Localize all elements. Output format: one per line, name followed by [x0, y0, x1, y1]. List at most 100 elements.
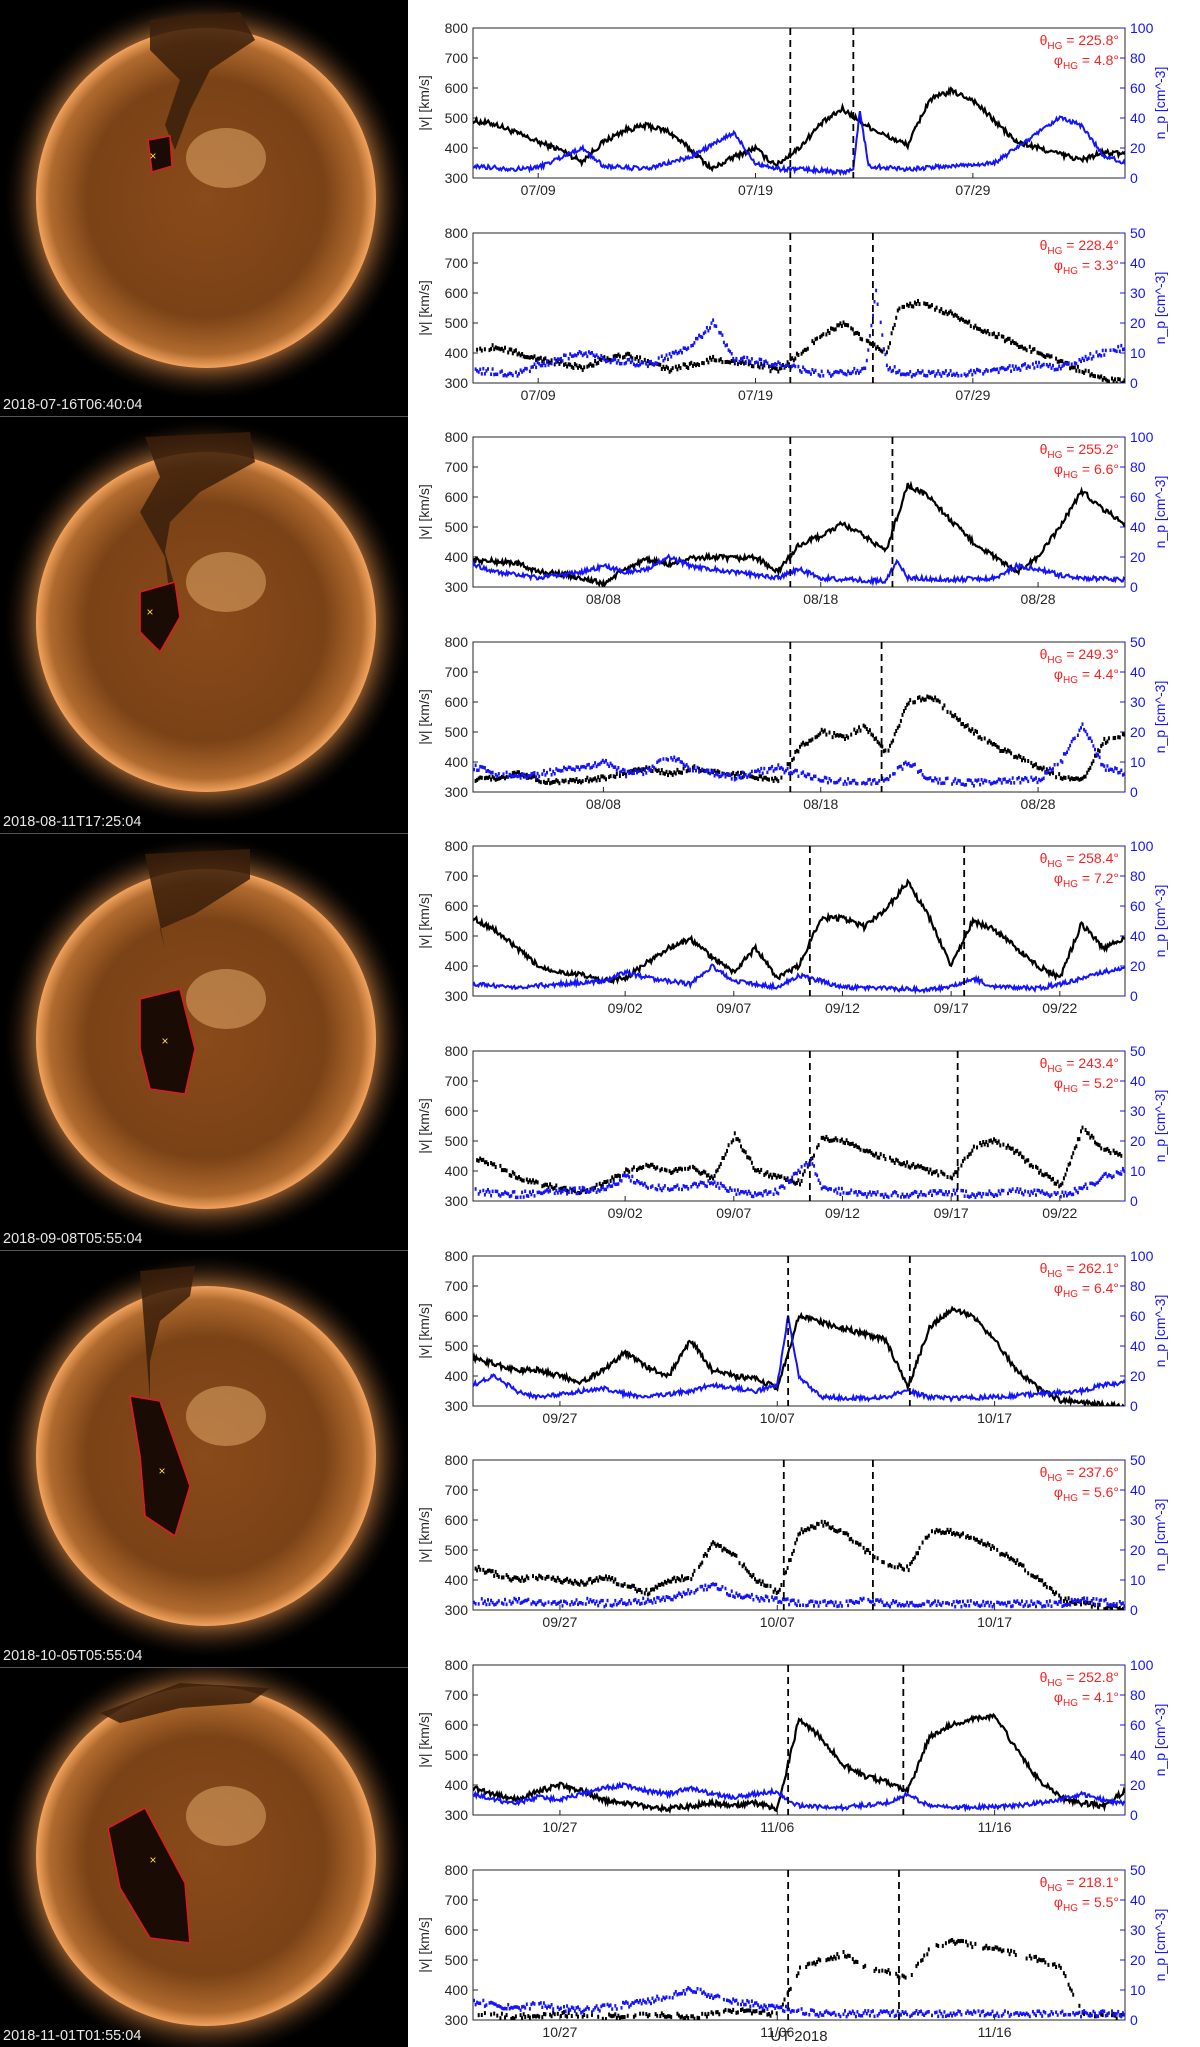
density-point [991, 1604, 994, 1609]
density-point [663, 1184, 666, 1188]
density-point [862, 1192, 865, 1197]
density-point [898, 1602, 901, 1606]
density-point [797, 2008, 800, 2012]
density-point [676, 757, 679, 762]
speed-point [797, 353, 800, 357]
speed-point [499, 2016, 502, 2020]
speed-point [771, 2010, 774, 2015]
density-point [695, 1182, 697, 1186]
density-point [499, 1194, 502, 1198]
speed-point [609, 358, 612, 362]
density-point [917, 369, 919, 373]
speed-point [691, 363, 694, 368]
speed-point [536, 2013, 539, 2018]
speed-point [622, 1583, 624, 1588]
speed-point [1053, 1962, 1056, 1967]
density-point [788, 771, 791, 776]
speed-point [598, 357, 601, 362]
density-point [1080, 1598, 1082, 1603]
density-point [788, 364, 791, 369]
density-point [539, 2001, 542, 2005]
density-point [993, 367, 995, 371]
speed-point [845, 323, 848, 327]
speed-point [614, 1173, 617, 1178]
density-point [552, 1600, 555, 1604]
density-point [1111, 1603, 1113, 1607]
density-point [834, 1600, 837, 1604]
speed-series [477, 1938, 1124, 2020]
density-point [1069, 1191, 1072, 1195]
speed-point [553, 362, 556, 367]
density-point [609, 761, 612, 766]
speed-point [803, 1169, 806, 1174]
speed-point [640, 769, 643, 774]
speed-point [899, 1162, 902, 1167]
speed-point [775, 2011, 778, 2016]
speed-series [476, 299, 1125, 383]
density-point [775, 1190, 778, 1195]
speed-point [524, 1577, 527, 1582]
speed-point [490, 346, 493, 351]
speed-point [483, 776, 486, 781]
density-point [889, 366, 891, 370]
density-point [799, 1603, 801, 1608]
density-point [1118, 2013, 1121, 2017]
speed-point [884, 748, 887, 753]
density-point [581, 1602, 584, 1606]
density-point [872, 2009, 874, 2013]
speed-point [960, 1163, 963, 1168]
speed-point [1115, 1604, 1118, 1609]
density-point [920, 769, 923, 773]
density-point [654, 1600, 657, 1604]
y-tick-label: 400 [445, 140, 469, 156]
density-point [483, 766, 486, 770]
density-point [974, 1195, 977, 1199]
density-point [524, 2006, 527, 2010]
speed-point [826, 328, 829, 333]
density-point [1056, 762, 1059, 767]
density-point [480, 372, 483, 376]
density-point [718, 775, 721, 779]
speed-point [879, 1152, 882, 1157]
density-point [1021, 2012, 1023, 2017]
speed-point [639, 355, 642, 360]
speed-point [1062, 775, 1065, 780]
speed-point [636, 768, 638, 773]
density-point [1115, 1170, 1118, 1174]
density-point [721, 1585, 724, 1589]
density-point [988, 1604, 991, 1608]
density-point [761, 771, 764, 775]
speed-point [848, 1537, 851, 1542]
density-point [690, 344, 693, 348]
density-point [853, 1190, 856, 1195]
density-point [691, 1182, 694, 1187]
sun-timestamp: 2018-07-16T06:40:04 [3, 397, 143, 413]
density-point [744, 773, 747, 777]
speed-point [758, 1170, 761, 1175]
density-point [530, 2002, 533, 2007]
speed-point [1016, 342, 1019, 347]
density-point [494, 1602, 497, 1607]
speed-point [993, 742, 995, 746]
density-point [640, 767, 643, 771]
density-point [941, 370, 944, 375]
y-tick-label: 400 [445, 1982, 469, 1998]
density-point [642, 772, 645, 777]
y2-tick-label: 60 [1130, 489, 1146, 505]
speed-point [865, 1548, 868, 1552]
speed-point [917, 299, 919, 303]
density-point [792, 363, 795, 367]
speed-point [1111, 1606, 1113, 1610]
density-point [535, 775, 538, 779]
speed-point [887, 1563, 890, 1568]
density-point [778, 766, 781, 771]
density-point [580, 765, 583, 769]
y-tick-label: 500 [445, 928, 469, 944]
density-point [789, 2010, 792, 2014]
speed-point [589, 362, 592, 367]
density-point [781, 1184, 784, 1188]
speed-point [839, 1138, 842, 1143]
speed-point [1050, 354, 1053, 359]
speed-point [695, 363, 697, 368]
y-axis-label: |v| [km/s] [416, 689, 432, 745]
